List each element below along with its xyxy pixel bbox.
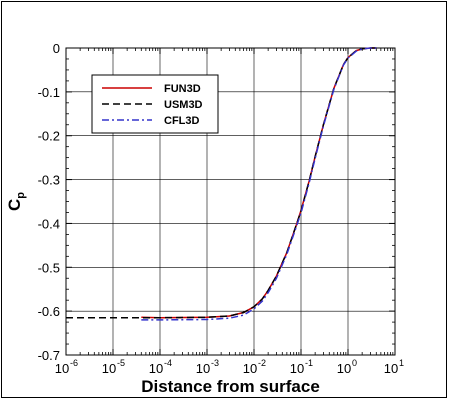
- y-axis-label-subscript: p: [15, 192, 27, 199]
- series-line-cfl3d: [141, 47, 377, 321]
- x-tick-label: 10: [384, 361, 398, 376]
- y-tick-label: -0.2: [38, 129, 60, 144]
- x-tick-label: 10: [290, 361, 304, 376]
- y-axis-label-group: Cp: [5, 192, 27, 211]
- x-tick-label: 10: [243, 361, 257, 376]
- x-tick-label: 10: [55, 361, 69, 376]
- y-tick-label: -0.4: [38, 216, 60, 231]
- legend-label-fun3d: FUN3D: [164, 83, 201, 95]
- x-tick-exponent: -6: [70, 358, 78, 368]
- x-tick-exponent: -1: [305, 358, 313, 368]
- legend-label-usm3d: USM3D: [164, 99, 203, 111]
- y-tick-label: -0.1: [38, 85, 60, 100]
- x-tick-label: 10: [149, 361, 163, 376]
- x-axis-label: Distance from surface: [141, 377, 320, 396]
- y-tick-label: -0.6: [38, 304, 60, 319]
- legend-items: FUN3D USM3D CFL3D: [102, 83, 203, 127]
- x-tick-exponent: -3: [211, 358, 219, 368]
- y-tick-label: -0.3: [38, 173, 60, 188]
- series-line-usm3d: [66, 47, 377, 319]
- x-tick-label: 10: [337, 361, 351, 376]
- x-tick-label: 10: [102, 361, 116, 376]
- x-tick-exponent: -4: [164, 358, 172, 368]
- x-tick-exponent: -2: [258, 358, 266, 368]
- y-tick-label: 0: [53, 41, 60, 56]
- x-tick-exponent: -5: [117, 358, 125, 368]
- y-tick-label: -0.7: [38, 348, 60, 363]
- x-tick-exponent: 0: [352, 358, 357, 368]
- y-axis-label: Cp: [5, 192, 27, 211]
- legend: FUN3D USM3D CFL3D: [91, 74, 219, 134]
- x-tick-exponent: 1: [399, 358, 404, 368]
- x-tick-label: 10: [196, 361, 210, 376]
- y-tick-label: -0.5: [38, 260, 60, 275]
- y-axis-label-main: C: [5, 199, 24, 211]
- series-lines: [66, 47, 377, 321]
- axis-ticks: 10 -6 10 -5 10 -4 10 -3 10 -2 10 -1 10 0 10 10-0.1-0.2-…: [38, 41, 404, 376]
- legend-label-cfl3d: CFL3D: [164, 115, 200, 127]
